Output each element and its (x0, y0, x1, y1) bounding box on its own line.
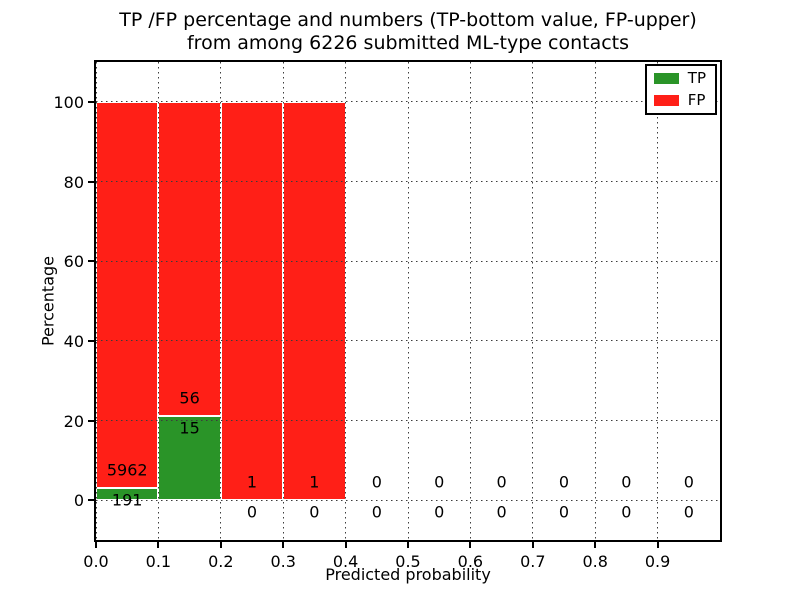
y-tick-mark (88, 180, 94, 183)
tp-count-label: 0 (496, 502, 507, 522)
y-gridline (96, 181, 720, 182)
fp-count-label: 0 (434, 472, 445, 492)
x-gridline (282, 62, 284, 540)
x-tick-mark (219, 542, 222, 548)
x-tick-mark (531, 542, 534, 548)
x-tick-mark (469, 542, 472, 548)
fp-count-label: 0 (558, 472, 570, 492)
tp-count-label: 0 (558, 502, 570, 522)
y-gridline (96, 420, 720, 421)
tp-bar-segment (158, 416, 221, 501)
fp-bar-segment (158, 101, 221, 416)
x-tick-mark (95, 542, 97, 548)
chart-title-line2: from among 6226 submitted ML-type contac… (186, 32, 630, 54)
x-tick-label: 0.1 (145, 552, 172, 571)
legend: TP FP (644, 64, 717, 115)
legend-entry: TP (653, 69, 706, 87)
x-tick-label: 0.5 (395, 552, 421, 571)
y-tick-mark (88, 419, 94, 422)
x-gridline (407, 62, 409, 540)
x-tick-mark (282, 542, 285, 548)
x-gridline (345, 62, 347, 540)
y-gridline (96, 340, 720, 342)
legend-label: TP (687, 69, 706, 87)
tp-count-label: 15 (179, 418, 200, 438)
y-tick-mark (88, 499, 94, 502)
y-tick-label: 20 (63, 411, 84, 431)
tp-count-label: 0 (621, 502, 632, 522)
tp-count-label: 0 (434, 502, 445, 522)
y-gridline (96, 260, 720, 262)
fp-count-label: 1 (246, 472, 258, 492)
plot-area: Predicted probability Percentage TP FP 59… (39, 60, 722, 584)
x-tick-label: 0.8 (582, 552, 608, 571)
legend-entry: FP (653, 91, 706, 109)
x-tick-label: 0.0 (83, 552, 109, 571)
fp-bar-segment (96, 101, 159, 488)
tp-count-label: 0 (246, 502, 258, 522)
x-gridline (95, 62, 97, 540)
fp-count-label: 0 (683, 472, 694, 492)
y-tick-label: 40 (63, 331, 84, 351)
fp-count-label: 0 (621, 472, 632, 492)
x-tick-label: 0.9 (644, 552, 671, 571)
fp-bar-segment (283, 101, 346, 501)
chart-title-line1: TP /FP percentage and numbers (TP-bottom… (119, 9, 697, 31)
x-tick-mark (594, 542, 597, 548)
x-tick-mark (656, 542, 659, 548)
x-tick-label: 0.2 (208, 552, 234, 571)
x-tick-label: 0.7 (520, 552, 546, 571)
x-tick-mark (407, 542, 409, 548)
fp-count-label: 0 (371, 472, 382, 492)
x-gridline (532, 62, 534, 540)
y-gridline (96, 499, 720, 501)
fp-bar-segment (220, 101, 284, 501)
fp-count-label: 56 (179, 388, 200, 408)
fp-count-label: 1 (309, 472, 320, 492)
tp-bar-segment (96, 487, 159, 501)
tp-count-label: 0 (371, 502, 382, 522)
tp-count-label: 0 (683, 502, 694, 522)
y-tick-mark (88, 100, 94, 103)
y-tick-label: 60 (63, 252, 84, 272)
y-tick-mark (88, 260, 94, 263)
x-tick-label: 0.6 (457, 552, 484, 571)
y-tick-label: 100 (53, 92, 84, 112)
x-gridline (657, 62, 659, 540)
y-tick-mark (88, 339, 94, 342)
x-gridline (157, 62, 159, 540)
x-gridline (220, 62, 222, 540)
chart-title: TP /FP percentage and numbers (TP-bottom… (96, 9, 720, 55)
fp-count-label: 5962 (106, 460, 148, 480)
y-tick-label: 80 (63, 172, 84, 192)
x-tick-mark (344, 542, 347, 548)
legend-swatch-tp (653, 73, 679, 84)
x-gridline (594, 62, 596, 540)
legend-swatch-fp (653, 95, 679, 106)
tp-count-label: 191 (111, 490, 143, 510)
y-gridline (96, 101, 720, 103)
x-gridline (469, 62, 471, 540)
x-axis-label: Predicted probability (325, 565, 491, 584)
x-tick-mark (157, 542, 160, 548)
fp-count-label: 0 (496, 472, 507, 492)
legend-label: FP (687, 91, 706, 109)
x-tick-label: 0.4 (332, 552, 359, 571)
x-tick-label: 0.3 (270, 552, 296, 571)
tp-count-label: 0 (309, 502, 320, 522)
y-tick-label: 0 (73, 491, 84, 511)
